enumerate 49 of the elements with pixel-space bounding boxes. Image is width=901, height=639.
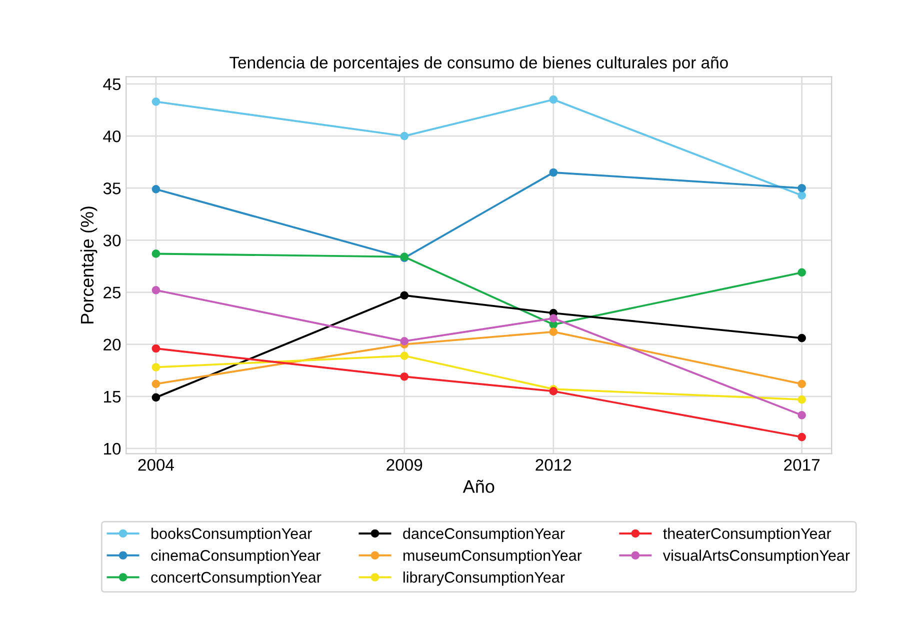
point xyxy=(798,191,806,200)
y-axis-title: Porcentaje (%) xyxy=(80,206,98,324)
y-tick-label: 45 xyxy=(103,78,121,90)
point xyxy=(152,184,160,194)
point xyxy=(549,314,558,322)
point xyxy=(798,380,806,388)
y-tick-label: 10 xyxy=(104,442,121,455)
point xyxy=(152,250,160,258)
point xyxy=(549,95,558,104)
point xyxy=(798,184,806,192)
chart-title: Tendencia de porcentajes de consumo de bienes culturales por año xyxy=(230,56,728,72)
point xyxy=(152,98,160,106)
legend-label: theaterConsumptionYear xyxy=(663,528,832,542)
legend-label: visualArtsConsumptionYear xyxy=(662,550,850,564)
point xyxy=(549,328,558,336)
legend-label: concertConsumptionYear xyxy=(151,572,322,586)
x-tick-label: 2004 xyxy=(138,458,174,471)
y-tick-label: 40 xyxy=(103,130,121,142)
point xyxy=(152,286,160,294)
point xyxy=(798,334,806,342)
legend-label: booksConsumptionYear xyxy=(152,528,312,542)
point xyxy=(549,387,558,396)
y-tick-label: 35 xyxy=(103,182,121,194)
x-tick-label: 2017 xyxy=(784,458,820,471)
legend-label: libraryConsumptionYear xyxy=(404,572,565,586)
legend-label: cinemaConsumptionYear xyxy=(151,550,320,564)
point xyxy=(400,291,409,300)
legend-label: danceConsumptionYear xyxy=(403,528,565,542)
point xyxy=(798,432,806,442)
y-tick-label: 15 xyxy=(104,390,121,403)
point xyxy=(798,395,806,404)
y-tick-label: 20 xyxy=(104,338,121,351)
point xyxy=(152,380,160,388)
point xyxy=(400,372,409,381)
x-tick-label: 2009 xyxy=(386,458,422,471)
x-axis-title: Año xyxy=(462,480,494,493)
y-tick-label: 25 xyxy=(104,286,121,298)
x-tick-label: 2012 xyxy=(536,458,572,471)
point xyxy=(798,410,806,420)
point xyxy=(152,393,160,402)
point xyxy=(549,168,558,177)
point xyxy=(798,268,806,277)
point xyxy=(152,363,160,372)
y-tick-label: 30 xyxy=(103,234,121,246)
point xyxy=(400,352,409,360)
legend-label: museumConsumptionYear xyxy=(403,550,582,564)
point xyxy=(400,337,409,346)
point xyxy=(400,132,409,140)
point xyxy=(152,344,160,353)
